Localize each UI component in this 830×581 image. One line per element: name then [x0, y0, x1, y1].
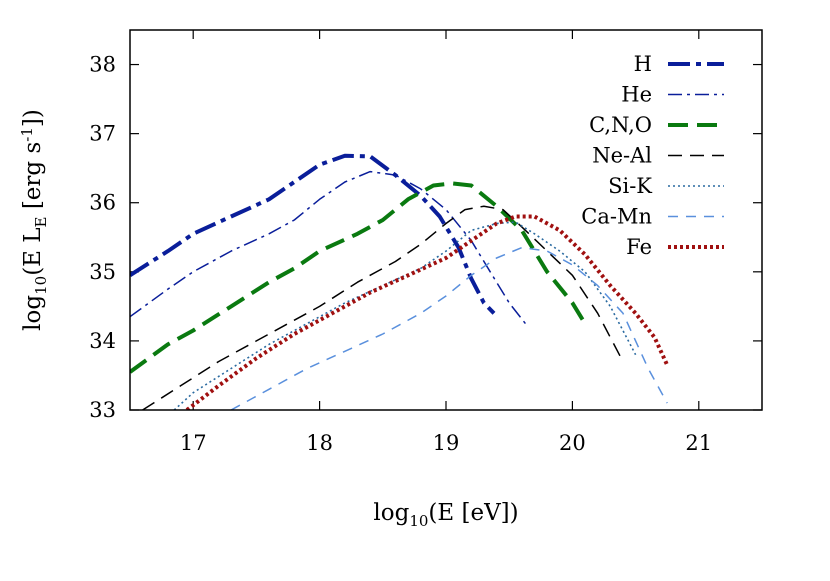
- y-axis-title-pre: log: [20, 295, 46, 331]
- x-tick-label: 20: [559, 431, 586, 455]
- plot-frame: [129, 29, 763, 411]
- series-line-he: [130, 170, 529, 328]
- x-axis-title-pre: log: [373, 500, 409, 526]
- y-tick-label: 35: [89, 260, 116, 284]
- x-axis-title-sub: 10: [409, 512, 428, 530]
- y-tick-label: 38: [89, 53, 116, 77]
- legend-label-ca-mn: Ca-Mn: [581, 205, 652, 229]
- legend-label-c-n-o: C,N,O: [589, 113, 652, 137]
- series-layer: [130, 153, 670, 410]
- y-tick-label: 37: [89, 122, 116, 146]
- series-line-si-k: [173, 221, 637, 410]
- y-tick-label: 36: [89, 191, 116, 215]
- x-tick-label: 21: [685, 431, 712, 455]
- y-axis-title: log10(E LE [erg s-1]): [18, 109, 50, 331]
- x-tick-label: 17: [180, 431, 207, 455]
- series-line-h: [130, 153, 496, 315]
- series-line-fe: [185, 214, 670, 410]
- x-axis-title-post: (E [eV]): [428, 500, 518, 526]
- series-line-c-n-o: [130, 181, 587, 374]
- legend-label-ne-al: Ne-Al: [592, 144, 652, 168]
- x-tick-label: 19: [433, 431, 460, 455]
- series-line-ne-al: [142, 205, 624, 410]
- y-axis-title-post: [erg s: [20, 142, 46, 217]
- series-line-ca-mn: [230, 246, 668, 410]
- y-axis-title-sub2: E: [32, 216, 50, 227]
- y-axis-title-sub: 10: [32, 276, 50, 295]
- y-axis-title-sup: -1: [18, 127, 36, 142]
- tick-labels: 17 18 19 20 21 33 34 35 36 37 38: [89, 53, 712, 455]
- legend-label-h: H: [634, 52, 652, 76]
- x-tick-label: 18: [306, 431, 333, 455]
- legend-label-fe: Fe: [626, 235, 652, 259]
- y-axis-title-mid: (E L: [20, 227, 46, 275]
- legend-label-he: He: [621, 83, 652, 107]
- y-tick-label: 33: [89, 398, 116, 422]
- x-axis-title: log10(E [eV]): [373, 500, 518, 530]
- legend: H He C,N,O Ne-Al Si-K Ca-Mn Fe: [581, 52, 724, 259]
- legend-label-si-k: Si-K: [608, 174, 652, 198]
- y-tick-label: 34: [89, 329, 116, 353]
- y-axis-title-end: ]): [20, 109, 46, 127]
